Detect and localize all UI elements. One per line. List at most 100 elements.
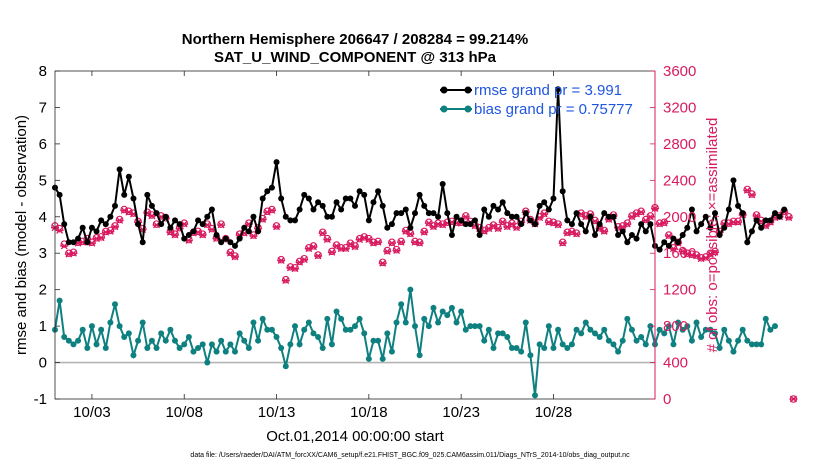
obs-possible-point <box>646 212 655 220</box>
bias-point <box>255 337 262 344</box>
y-left-tick-label: 4 <box>39 209 47 226</box>
bias-point <box>633 337 640 344</box>
bias-point <box>541 344 548 351</box>
rmse-point <box>278 195 285 202</box>
bias-point <box>388 348 395 355</box>
rmse-point <box>781 206 788 213</box>
bias-point <box>739 326 746 333</box>
rmse-point <box>532 221 538 228</box>
rmse-point <box>730 177 737 184</box>
obs-assimilated-point <box>424 219 433 227</box>
bias-point <box>624 315 631 322</box>
rmse-point <box>70 239 77 246</box>
bias-point <box>753 341 760 348</box>
rmse-point <box>430 210 437 217</box>
obs-possible-point <box>397 237 405 246</box>
obs-assimilated-point <box>318 229 327 237</box>
bias-point <box>730 348 737 355</box>
rmse-point <box>370 199 377 206</box>
bias-point <box>79 326 86 333</box>
obs-possible-point <box>120 205 128 214</box>
y-right-tick-label: 3600 <box>663 63 696 80</box>
bias-point <box>112 301 118 308</box>
rmse-point <box>568 221 575 228</box>
bias-point <box>758 341 765 348</box>
bias-point <box>536 341 543 348</box>
rmse-point <box>670 235 677 242</box>
bias-point <box>356 315 363 322</box>
rmse-point <box>628 232 635 238</box>
bias-point <box>508 344 515 351</box>
bias-point <box>213 348 220 355</box>
bias-point <box>555 326 562 333</box>
bias-point <box>518 348 525 355</box>
rmse-point <box>541 199 548 206</box>
bias-point <box>532 392 538 399</box>
bias-point <box>333 308 340 315</box>
bias-point <box>490 344 497 351</box>
obs-assimilated-point <box>406 230 415 238</box>
bias-point <box>564 344 571 351</box>
y-right-tick-label: 2800 <box>663 136 696 153</box>
rmse-point <box>324 213 331 220</box>
rmse-point <box>107 213 114 220</box>
bias-point <box>481 337 488 344</box>
bias-point <box>504 334 511 341</box>
rmse-point <box>259 195 266 202</box>
rmse-point <box>748 228 755 235</box>
bias-point <box>338 315 345 322</box>
bias-point <box>721 326 728 333</box>
obs-possible-point <box>328 247 336 256</box>
bias-point <box>596 334 603 341</box>
rmse-point <box>375 188 382 195</box>
bias-point <box>296 341 303 348</box>
bias-point <box>421 315 428 322</box>
rmse-point <box>550 195 557 202</box>
rmse-point <box>421 202 428 209</box>
rmse-point <box>647 221 654 228</box>
obs-assimilated-point <box>309 243 318 251</box>
rmse-point <box>172 217 178 224</box>
rmse-point <box>315 199 322 206</box>
obs-possible-point <box>665 231 673 239</box>
obs-assimilated-point <box>217 221 226 229</box>
bias-point <box>361 330 368 337</box>
rmse-point <box>273 159 280 166</box>
obs-assimilated-point <box>415 239 424 247</box>
obs-assimilated-point <box>69 249 78 257</box>
bias-point <box>195 344 202 351</box>
y-left-tick-label: 2 <box>39 282 47 299</box>
x-axis-label: Oct.01,2014 00:00:00 start <box>266 428 444 445</box>
rmse-point <box>462 221 469 228</box>
bias-point <box>495 330 502 337</box>
bias-point <box>767 326 774 333</box>
bias-point <box>250 319 257 326</box>
rmse-point <box>513 213 520 220</box>
rmse-point <box>153 210 160 217</box>
rmse-point <box>379 202 386 209</box>
rmse-point <box>679 232 686 238</box>
obs-possible-point <box>674 238 682 247</box>
bias-point <box>444 312 451 319</box>
bias-point <box>619 337 626 344</box>
bias-point <box>98 326 105 333</box>
rmse-point <box>605 213 612 220</box>
rmse-point <box>347 195 354 202</box>
y-right-tick-label: 800 <box>663 318 688 335</box>
rmse-point <box>162 213 169 220</box>
rmse-point <box>241 224 248 231</box>
rmse-point <box>578 221 585 228</box>
rmse-point <box>65 239 72 246</box>
rmse-point <box>352 202 358 209</box>
obs-possible-point <box>217 220 225 228</box>
rmse-point <box>592 232 598 238</box>
bias-point <box>204 359 211 366</box>
rmse-point <box>453 213 460 220</box>
bias-point <box>707 326 714 333</box>
rmse-point <box>416 191 423 198</box>
bias-point <box>93 341 100 348</box>
rmse-point <box>753 217 760 224</box>
obs-assimilated-point <box>97 234 106 242</box>
bias-point <box>582 319 589 326</box>
